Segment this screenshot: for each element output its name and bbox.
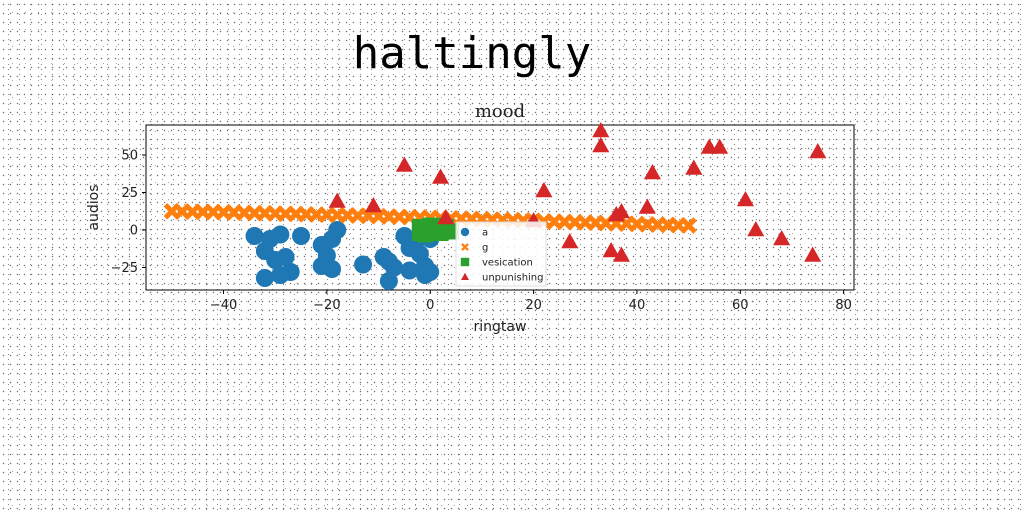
chart-title: mood: [475, 101, 525, 122]
data-point-a: [385, 258, 404, 277]
x-tick-label: 40: [629, 298, 646, 313]
y-tick-label: 25: [121, 186, 138, 201]
data-point-unpunishing: [612, 203, 630, 219]
data-point-unpunishing: [804, 246, 822, 262]
x-tick-label: −40: [210, 298, 237, 313]
x-axis-label: ringtaw: [474, 319, 527, 335]
data-point-unpunishing: [535, 182, 553, 198]
legend-label: g: [482, 243, 488, 254]
x-tick-label: 80: [835, 298, 852, 313]
data-point-unpunishing: [736, 191, 755, 207]
data-point-unpunishing: [602, 242, 620, 258]
y-tick-label: 0: [130, 224, 138, 239]
page-heading: haltingly: [352, 28, 592, 79]
data-point-a: [292, 227, 311, 245]
ticks-layer: −40 −20 0 20 40 60 80 −25 0 25 50: [111, 149, 852, 314]
data-point-unpunishing: [643, 164, 662, 180]
legend-marker-unpunishing: [461, 272, 469, 280]
data-point-a: [271, 266, 290, 284]
legend-label: unpunishing: [482, 273, 544, 284]
data-point-unpunishing: [638, 198, 656, 214]
data-point-unpunishing: [685, 159, 703, 175]
data-point-vesication: [432, 220, 449, 237]
y-tick-label: 50: [121, 149, 138, 164]
legend-box: [455, 221, 547, 287]
y-axis-label: audios: [86, 184, 102, 230]
data-point-unpunishing: [432, 168, 450, 184]
data-point-unpunishing: [592, 137, 610, 153]
legend-marker-a: [460, 227, 470, 237]
data-point-g: [680, 217, 697, 234]
data-point-vesication: [417, 226, 434, 243]
legend-label: a: [482, 228, 488, 239]
legend-marker-g: [461, 243, 469, 251]
data-point-unpunishing: [437, 209, 455, 225]
data-point-a: [255, 269, 274, 287]
data-point-unpunishing: [561, 233, 579, 249]
x-tick-label: 0: [426, 298, 434, 313]
x-tick-label: 60: [732, 298, 749, 313]
data-point-a: [400, 261, 419, 280]
data-point-unpunishing: [364, 197, 382, 213]
data-point-unpunishing: [395, 156, 413, 172]
data-point-unpunishing: [773, 230, 791, 246]
data-point-unpunishing: [612, 246, 630, 262]
data-point-a: [271, 225, 290, 244]
data-point-a: [328, 221, 347, 239]
data-point-unpunishing: [747, 221, 765, 237]
data-point-unpunishing: [328, 192, 346, 208]
legend: ag vesication unpunishing: [455, 221, 547, 287]
data-point-a: [276, 248, 295, 266]
data-point-unpunishing: [592, 122, 610, 138]
y-tick-label: −25: [111, 261, 138, 276]
data-point-unpunishing: [809, 143, 827, 159]
legend-marker-vesication: [460, 257, 470, 267]
data-point-a: [379, 272, 398, 290]
data-point-a: [323, 260, 342, 278]
plot-frame: [145, 124, 855, 291]
data-point-a: [354, 255, 373, 274]
x-tick-label: −20: [313, 298, 340, 313]
x-tick-label: 20: [525, 298, 542, 313]
data-point-a: [245, 227, 264, 245]
data-point-unpunishing: [711, 138, 729, 154]
legend-label: vesication: [482, 258, 533, 269]
data-point-a: [416, 266, 435, 284]
